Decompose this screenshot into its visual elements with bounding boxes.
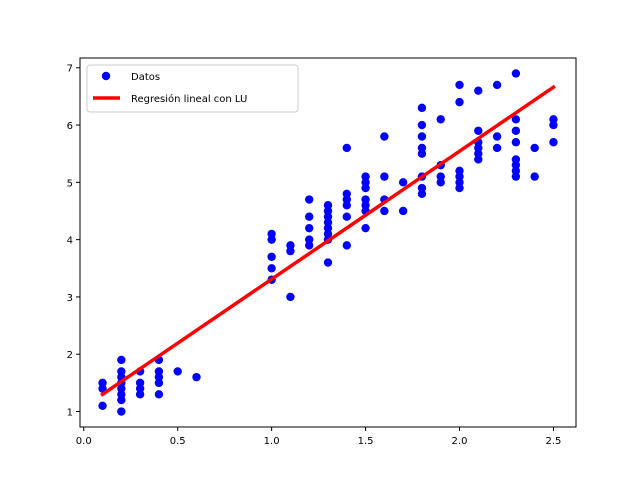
data-point <box>117 355 126 365</box>
data-point <box>417 120 427 130</box>
data-point <box>398 206 408 216</box>
data-point <box>342 189 351 198</box>
data-point <box>117 367 126 376</box>
data-point <box>361 223 370 233</box>
data-point <box>511 69 521 78</box>
data-point <box>417 143 427 153</box>
data-point <box>267 264 276 273</box>
legend-marker-datos <box>101 71 111 81</box>
data-point <box>455 80 464 90</box>
data-point <box>511 126 521 135</box>
data-point <box>305 195 314 204</box>
legend-label-datos: Datos <box>131 72 160 83</box>
y-tick-label: 4 <box>67 236 73 247</box>
data-point <box>154 367 164 376</box>
data-point <box>530 172 539 181</box>
data-point <box>417 183 427 193</box>
data-point <box>549 138 558 147</box>
data-point <box>323 201 333 210</box>
data-point <box>305 212 314 221</box>
data-point <box>342 143 351 153</box>
x-tick-label: 2.5 <box>546 436 562 447</box>
data-point <box>267 229 276 239</box>
data-point <box>192 372 201 382</box>
plot-area <box>79 57 577 428</box>
data-point <box>267 252 276 262</box>
data-point <box>511 138 521 147</box>
plot-frame <box>79 57 577 428</box>
x-tick-label: 0.5 <box>170 436 186 447</box>
data-point <box>474 126 483 135</box>
data-point <box>380 132 389 141</box>
legend: Datos Regresión lineal con LU <box>86 64 299 113</box>
data-point <box>511 115 521 124</box>
data-point <box>98 401 107 410</box>
data-point <box>492 143 502 153</box>
data-point <box>511 155 521 164</box>
data-point <box>173 367 182 376</box>
regression-line <box>100 84 556 397</box>
y-tick-label: 2 <box>67 350 73 361</box>
data-point <box>436 172 445 181</box>
x-tick-label: 0.0 <box>76 436 92 447</box>
x-tick-label: 1.0 <box>264 436 280 447</box>
data-point <box>342 241 351 250</box>
data-point <box>98 378 107 388</box>
y-tick-label: 1 <box>67 408 73 419</box>
data-point <box>342 212 351 221</box>
data-point <box>417 103 427 113</box>
data-point <box>305 235 314 244</box>
data-point <box>455 97 464 107</box>
data-point <box>417 132 427 141</box>
data-point <box>492 132 502 141</box>
x-tick-label: 2.0 <box>452 436 468 447</box>
y-tick-label: 5 <box>67 178 73 189</box>
data-point <box>117 407 126 416</box>
y-tick-label: 6 <box>67 121 73 132</box>
data-point <box>135 378 145 388</box>
y-tick-label: 3 <box>67 293 73 304</box>
data-point <box>323 258 333 267</box>
y-axis: 1 2 3 4 5 6 7 <box>67 64 80 419</box>
data-point <box>474 86 483 95</box>
data-point <box>154 390 164 399</box>
data-point <box>530 143 539 153</box>
data-point <box>361 195 370 204</box>
data-point <box>361 172 370 181</box>
data-point <box>398 178 408 187</box>
data-point <box>380 172 389 181</box>
data-point <box>492 80 502 90</box>
legend-box <box>86 64 299 113</box>
data-point <box>436 115 445 124</box>
x-axis: 0.0 0.5 1.0 1.5 2.0 2.5 <box>76 427 562 447</box>
data-point <box>286 241 295 250</box>
legend-label-regresion: Regresión lineal con LU <box>131 93 247 105</box>
data-point <box>549 115 558 124</box>
data-point <box>380 206 389 216</box>
y-tick-label: 7 <box>67 64 73 75</box>
x-tick-label: 1.5 <box>358 436 374 447</box>
data-point <box>286 292 295 302</box>
data-point <box>455 166 464 176</box>
data-point <box>305 223 314 233</box>
